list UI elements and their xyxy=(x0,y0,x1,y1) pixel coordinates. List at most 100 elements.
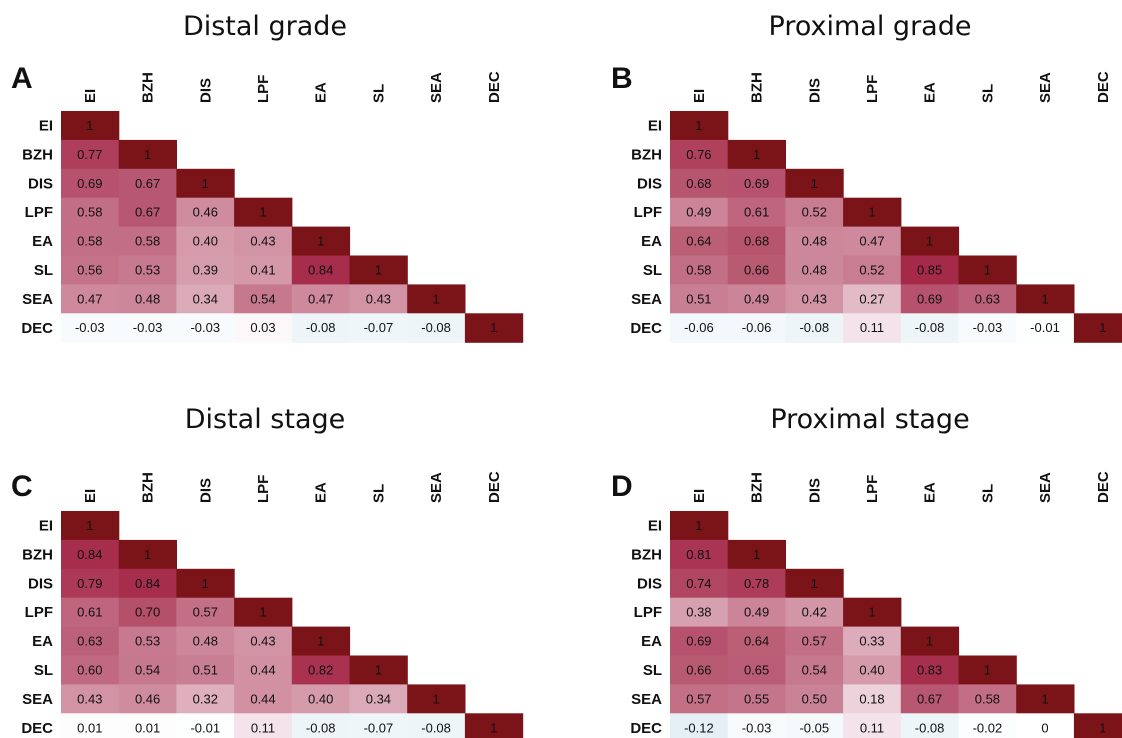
cell-value-label: 1 xyxy=(375,663,382,678)
cell-value-label: -0.06 xyxy=(684,320,714,335)
cell-value-label: -0.08 xyxy=(915,720,945,735)
cell-value-label: 0.43 xyxy=(366,291,391,306)
column-label: SEA xyxy=(428,72,445,103)
cell-value-label: 1 xyxy=(317,234,324,249)
cell-value-label: 1 xyxy=(432,691,439,706)
cell-value-label: 0.77 xyxy=(77,147,102,162)
cell-value-label: -0.06 xyxy=(742,320,772,335)
cell-value-label: 0.40 xyxy=(193,234,218,249)
cell-value-label: 0.57 xyxy=(686,691,711,706)
cell-value-label: -0.03 xyxy=(190,320,220,335)
cell-value-label: -0.01 xyxy=(1030,320,1060,335)
heatmap-cell xyxy=(900,313,960,343)
cell-value-label: 1 xyxy=(984,262,991,277)
cell-value-label: 0.61 xyxy=(744,205,769,220)
heatmap-cell xyxy=(349,284,408,314)
cell-value-label: 0.66 xyxy=(744,262,769,277)
cell-value-label: 0.44 xyxy=(250,691,275,706)
heatmap-cell xyxy=(670,313,729,343)
heatmap-cell xyxy=(843,255,902,285)
cell-value-label: 0.69 xyxy=(917,291,942,306)
row-label: BZH xyxy=(22,146,53,163)
heatmap-cell xyxy=(843,626,902,657)
heatmap-cell xyxy=(176,655,235,685)
heatmap-cell xyxy=(176,626,235,657)
row-label: EA xyxy=(32,633,53,650)
column-label: DIS xyxy=(806,478,823,503)
heatmap-cell xyxy=(176,255,235,285)
heatmap-cell xyxy=(176,684,235,714)
column-label: SL xyxy=(979,484,996,503)
heatmap-cell xyxy=(670,568,729,599)
cell-value-label: 0.41 xyxy=(250,262,275,277)
panel-a: Distal grade A EI BZH DIS LPF EA SL SEA DEC EI BZH D… xyxy=(11,11,524,343)
row-label: EA xyxy=(32,233,53,250)
heatmap-cell xyxy=(900,655,960,685)
heatmap-cell xyxy=(118,684,177,714)
cell-value-label: 0.54 xyxy=(135,663,160,678)
heatmap-cell xyxy=(234,713,293,738)
heatmap-cell xyxy=(61,511,120,541)
row-label: SEA xyxy=(631,691,662,708)
cell-value-label: 0.68 xyxy=(686,176,711,191)
cell-value-label: 0.67 xyxy=(917,691,942,706)
cell-value-label: 0.82 xyxy=(308,663,333,678)
heatmap-cell xyxy=(1016,284,1075,314)
heatmap-cell xyxy=(61,139,120,170)
heatmap-cell xyxy=(900,226,960,257)
heatmap-cell xyxy=(727,197,786,228)
cell-value-label: 0.69 xyxy=(686,634,711,649)
heatmap-cell xyxy=(61,226,120,257)
column-label: LPF xyxy=(255,75,272,103)
heatmap-cell xyxy=(464,313,524,343)
cell-value-label: 0.53 xyxy=(135,262,160,277)
column-label: DEC xyxy=(486,471,503,503)
heatmap-cell xyxy=(407,284,466,314)
panel-letter: C xyxy=(11,470,33,503)
panel-title: Proximal grade xyxy=(769,11,972,42)
cell-value-label: 0.43 xyxy=(802,291,827,306)
cell-value-label: 0.61 xyxy=(77,605,102,620)
cell-value-label: 1 xyxy=(753,547,760,562)
heatmap-cell xyxy=(61,597,120,628)
row-label: SL xyxy=(643,262,662,279)
cell-value-label: 0.57 xyxy=(802,634,827,649)
heatmap-cell xyxy=(118,313,177,343)
row-label: DEC xyxy=(21,720,53,737)
row-label: DIS xyxy=(28,175,53,192)
cell-value-label: 0.47 xyxy=(859,234,884,249)
cell-value-label: 1 xyxy=(432,291,439,306)
cell-value-label: 1 xyxy=(984,663,991,678)
cell-value-label: -0.03 xyxy=(742,720,772,735)
column-label: EI xyxy=(82,89,99,103)
cell-value-label: 0.11 xyxy=(860,320,884,335)
cell-value-label: 0.58 xyxy=(77,234,102,249)
heatmap-cell xyxy=(61,713,120,738)
heatmap-cell xyxy=(61,197,120,228)
row-label: DEC xyxy=(630,320,662,337)
heatmap-cell xyxy=(464,713,524,738)
cell-value-label: 1 xyxy=(202,176,209,191)
heatmap-cell xyxy=(234,284,293,314)
heatmap-cell xyxy=(176,568,235,599)
heatmap-cell xyxy=(291,684,351,714)
cell-value-label: -0.08 xyxy=(306,720,336,735)
heatmap-cell xyxy=(785,684,844,714)
heatmap-cell xyxy=(900,713,960,738)
cell-value-label: 0.81 xyxy=(686,547,711,562)
heatmap-cell xyxy=(727,713,786,738)
heatmap-cell xyxy=(843,713,902,738)
row-label: EI xyxy=(39,117,53,134)
heatmap-cell xyxy=(727,626,786,657)
heatmap-cell xyxy=(843,197,902,228)
column-label: LPF xyxy=(864,475,881,503)
cell-value-label: 0.58 xyxy=(135,234,160,249)
cell-value-label: 0.67 xyxy=(135,205,160,220)
heatmap-cell xyxy=(670,626,729,657)
cell-value-label: 1 xyxy=(926,234,933,249)
cell-value-label: 0.43 xyxy=(250,234,275,249)
heatmap-cell xyxy=(727,313,786,343)
column-label: SL xyxy=(370,484,387,503)
cell-value-label: 0.67 xyxy=(135,176,160,191)
heatmap-cell xyxy=(291,255,351,285)
